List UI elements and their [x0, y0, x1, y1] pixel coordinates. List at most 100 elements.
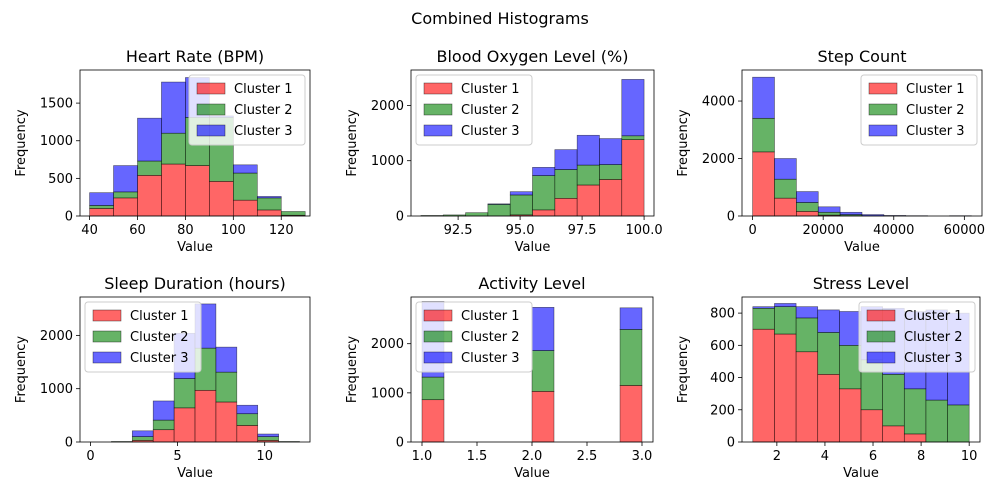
legend-swatch	[423, 124, 453, 137]
legend-label: Cluster 1	[461, 309, 520, 324]
y-axis-label: Frequency	[676, 109, 691, 176]
histogram-bar	[795, 317, 819, 353]
x-tick-label: 2.5	[577, 449, 598, 464]
legend-label: Cluster 1	[130, 309, 189, 324]
histogram-panel: 0 5 10 0 1000 2000 Sleep Duration (hours) Value…	[14, 274, 311, 481]
legend-swatch	[866, 330, 896, 343]
x-tick-label: 1.0	[412, 449, 433, 464]
y-tick-label: 2000	[371, 99, 404, 114]
histogram-bar	[795, 306, 819, 319]
histogram-bar	[599, 164, 623, 180]
histogram-bar	[817, 206, 841, 213]
legend-label: Cluster 2	[130, 330, 189, 345]
x-tick-label: 0	[86, 449, 94, 464]
panel-title: Sleep Duration (hours)	[104, 274, 286, 293]
histogram-bar	[817, 309, 840, 333]
x-tick-label: 0	[748, 223, 756, 238]
y-tick-label: 1000	[371, 154, 404, 169]
histogram-bar	[752, 306, 775, 309]
panel-title: Activity Level	[478, 274, 585, 293]
x-tick-label: 2	[773, 449, 781, 464]
legend-swatch	[423, 309, 453, 322]
y-tick-label: 1000	[40, 382, 73, 397]
x-tick-label: 5	[173, 449, 181, 464]
histogram-bar	[795, 351, 819, 443]
histogram-bar	[532, 175, 556, 211]
y-tick-label: 1000	[371, 386, 404, 401]
histogram-bar	[137, 160, 162, 176]
histogram-bar	[531, 307, 555, 351]
y-tick-label: 500	[48, 172, 73, 187]
histogram-bar	[817, 332, 840, 375]
panel-title: Step Count	[817, 47, 906, 66]
histogram-bar	[487, 203, 511, 205]
y-tick-label: 2000	[40, 329, 73, 344]
legend-swatch	[868, 124, 898, 137]
histogram-bar	[947, 404, 970, 443]
histogram-bar	[236, 404, 259, 415]
histogram-bar	[256, 209, 282, 217]
histogram-bar	[509, 194, 533, 216]
legend-label: Cluster 1	[906, 82, 965, 97]
legend-swatch	[92, 351, 122, 364]
histogram-bar	[839, 388, 862, 443]
histogram-bar	[233, 199, 258, 217]
histogram-bar	[137, 117, 162, 162]
histogram-bar	[576, 184, 600, 217]
histogram-bar	[173, 407, 196, 443]
histogram-bar	[861, 214, 885, 217]
legend-label: Cluster 2	[234, 103, 293, 118]
histogram-bar	[752, 328, 775, 443]
legend: Cluster 1 Cluster 2 Cluster 3	[415, 301, 533, 373]
histogram-bar	[752, 117, 775, 153]
histogram-bar	[752, 307, 775, 330]
x-tick-label: 2.0	[522, 449, 543, 464]
histogram-bar	[576, 164, 600, 186]
y-tick-label: 2000	[702, 152, 735, 167]
histogram-bar	[882, 425, 905, 443]
legend-swatch	[423, 103, 453, 116]
x-tick-label: 10	[961, 449, 978, 464]
x-tick-label: 60000	[944, 223, 985, 238]
x-tick-label: 40	[81, 223, 98, 238]
x-tick-label: 3.0	[632, 449, 653, 464]
legend-label: Cluster 1	[461, 82, 520, 97]
histogram-bar	[882, 374, 905, 427]
histogram-bar	[752, 151, 775, 217]
histogram-bar	[487, 204, 511, 217]
histogram-bar	[152, 400, 175, 421]
histogram-bar	[236, 425, 259, 443]
histogram-bar	[554, 198, 578, 217]
y-tick-label: 400	[710, 371, 735, 386]
histogram-bar	[621, 135, 645, 140]
x-axis-label: Value	[843, 466, 879, 481]
histogram-bar	[903, 388, 927, 435]
histogram-bar	[215, 346, 238, 373]
histogram-bar	[621, 139, 645, 217]
y-axis-label: Frequency	[345, 109, 360, 176]
y-tick-label: 4000	[702, 95, 735, 110]
histogram-bar	[209, 181, 234, 217]
x-tick-label: 120	[269, 223, 294, 238]
histogram-bar	[621, 79, 645, 137]
axes-frame	[741, 296, 981, 443]
y-tick-label: 0	[727, 210, 735, 225]
y-axis-label: Frequency	[14, 336, 29, 403]
histogram-bar	[619, 385, 643, 443]
axes-frame	[79, 296, 311, 443]
histogram-bar	[161, 132, 186, 165]
legend-label: Cluster 2	[461, 330, 520, 345]
panel-title: Stress Level	[813, 274, 910, 293]
x-tick-label: 20000	[802, 223, 843, 238]
histogram-bar	[194, 389, 217, 443]
y-tick-label: 0	[65, 210, 73, 225]
histogram-bar	[185, 165, 210, 217]
legend-swatch	[196, 82, 226, 95]
y-tick-label: 0	[65, 436, 73, 451]
histogram-bar	[152, 419, 175, 431]
histogram-bar	[89, 192, 114, 206]
legend-label: Cluster 3	[461, 124, 520, 139]
legend-swatch	[423, 351, 453, 364]
legend-swatch	[196, 124, 226, 137]
